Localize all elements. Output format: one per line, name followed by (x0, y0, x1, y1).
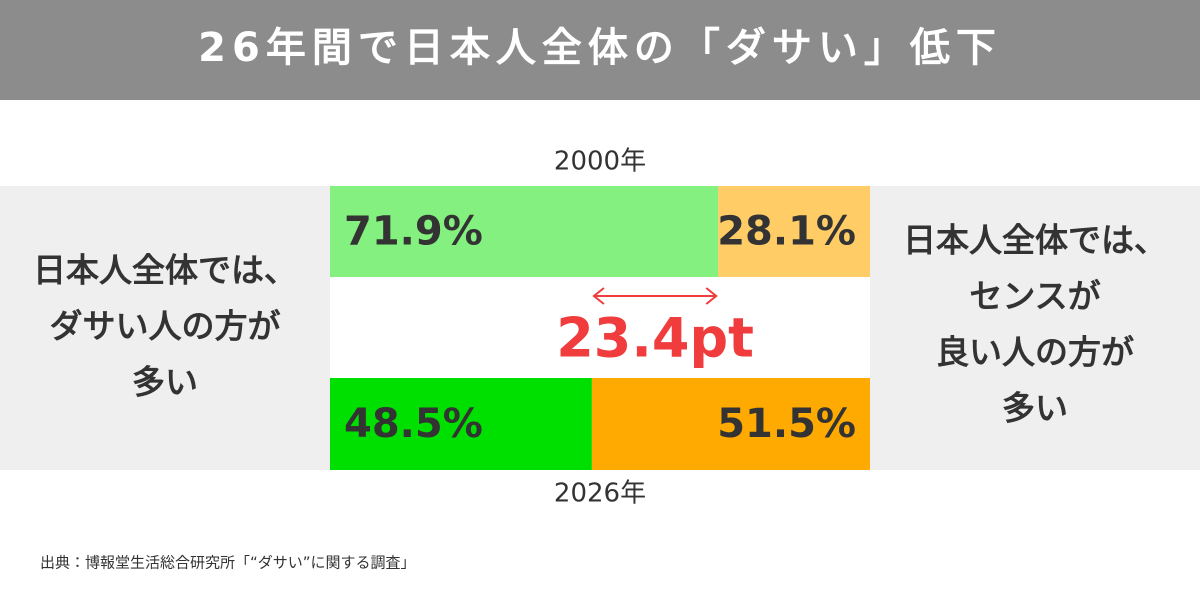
title-bar (0, 0, 1200, 100)
category-label: 2026年 (554, 479, 646, 509)
bar-segment (718, 186, 870, 277)
bar-segment (591, 378, 870, 470)
legend-label: 良い人の方が (936, 333, 1134, 372)
legend-label: 多い (132, 363, 198, 402)
legend-label: 日本人全体では、 (33, 251, 297, 290)
arrow-head (592, 287, 605, 305)
bar-segment (330, 186, 719, 277)
annotation: 23.4pt (556, 307, 754, 370)
legend-label: 日本人全体では、 (903, 221, 1167, 260)
value-label: 51.5% (717, 401, 856, 447)
value-label: 48.5% (344, 401, 483, 447)
legend-label: センスが (969, 277, 1100, 316)
bar-segment (330, 378, 592, 470)
arrow-head (705, 287, 718, 305)
gap (330, 277, 870, 378)
legend-label: 多い (1002, 389, 1068, 428)
legend-label: ダサい人の方が (50, 307, 281, 346)
value-label: 71.9% (344, 209, 483, 255)
source: 出典：博報堂生活総合研究所「“ダサい”に関する調査」 (40, 554, 416, 572)
value-label: 28.1% (717, 209, 856, 255)
category-label: 2000年 (554, 147, 646, 177)
chart-title: 26年間で日本人全体の「ダサい」低下 (198, 25, 1002, 71)
